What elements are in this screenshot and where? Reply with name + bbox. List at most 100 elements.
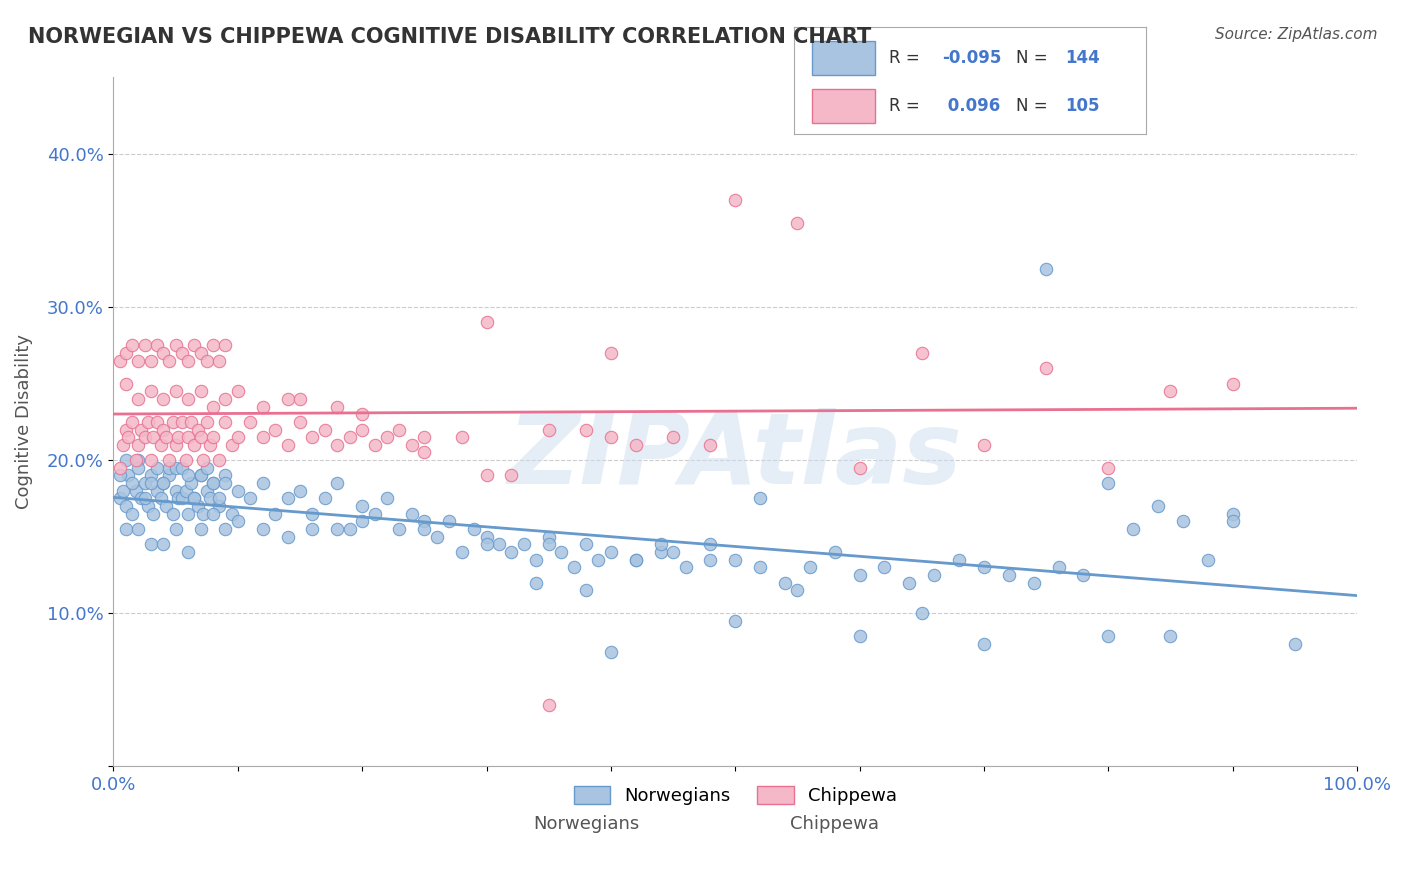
Point <box>848 460 870 475</box>
Point <box>165 384 187 399</box>
Point <box>264 423 287 437</box>
Point <box>208 453 231 467</box>
Point <box>115 522 138 536</box>
Point <box>149 491 172 506</box>
Point <box>226 483 249 498</box>
Point <box>139 476 162 491</box>
Point <box>190 522 212 536</box>
Point <box>183 491 205 506</box>
Point <box>749 560 772 574</box>
Point <box>277 491 299 506</box>
Point <box>898 575 921 590</box>
Point <box>524 575 547 590</box>
Point <box>413 445 436 459</box>
Point <box>195 483 218 498</box>
Point <box>848 568 870 582</box>
Point <box>724 614 747 628</box>
Point <box>388 423 411 437</box>
Point <box>911 606 934 620</box>
Text: N =: N = <box>1015 97 1053 115</box>
Point <box>252 476 274 491</box>
Point <box>177 353 200 368</box>
Point <box>117 468 139 483</box>
Point <box>475 537 498 551</box>
Point <box>562 560 585 574</box>
Point <box>177 430 200 444</box>
Point <box>277 438 299 452</box>
Point <box>195 353 218 368</box>
Point <box>911 346 934 360</box>
Point <box>288 415 311 429</box>
Point <box>191 453 214 467</box>
Point <box>575 583 598 598</box>
Point <box>1022 575 1045 590</box>
Point <box>401 438 423 452</box>
Point <box>401 507 423 521</box>
Point <box>190 468 212 483</box>
Point <box>1171 515 1194 529</box>
Point <box>501 545 523 559</box>
Point <box>208 353 231 368</box>
Point <box>264 507 287 521</box>
Point <box>1197 552 1219 566</box>
Point <box>152 476 174 491</box>
Point <box>183 338 205 352</box>
Point <box>226 384 249 399</box>
Point <box>174 483 197 498</box>
Point <box>1035 261 1057 276</box>
Point <box>650 545 672 559</box>
Point <box>301 430 323 444</box>
Point <box>183 438 205 452</box>
Point <box>127 353 149 368</box>
Point <box>848 629 870 643</box>
Point <box>136 415 159 429</box>
Point <box>326 522 349 536</box>
Point <box>152 423 174 437</box>
Point <box>201 476 224 491</box>
Point <box>134 430 156 444</box>
Point <box>439 515 461 529</box>
Point <box>226 430 249 444</box>
Point <box>1222 515 1244 529</box>
Point <box>1097 460 1119 475</box>
Point <box>152 537 174 551</box>
Point <box>190 468 212 483</box>
Point <box>139 384 162 399</box>
Point <box>201 430 224 444</box>
Point <box>588 552 610 566</box>
Text: NORWEGIAN VS CHIPPEWA COGNITIVE DISABILITY CORRELATION CHART: NORWEGIAN VS CHIPPEWA COGNITIVE DISABILI… <box>28 27 872 46</box>
Point <box>475 530 498 544</box>
Point <box>121 338 143 352</box>
FancyBboxPatch shape <box>813 89 875 123</box>
Point <box>599 644 621 658</box>
Point <box>127 453 149 467</box>
Point <box>214 476 236 491</box>
Point <box>288 392 311 406</box>
Point <box>537 698 560 712</box>
Point <box>177 507 200 521</box>
Point <box>165 438 187 452</box>
Point <box>200 491 222 506</box>
Point <box>162 415 184 429</box>
Point <box>277 392 299 406</box>
Point <box>1047 560 1070 574</box>
Point <box>973 438 995 452</box>
Point <box>152 392 174 406</box>
Point <box>1147 499 1170 513</box>
Point <box>159 453 181 467</box>
Point <box>326 400 349 414</box>
Point <box>537 537 560 551</box>
Point <box>190 430 212 444</box>
Point <box>375 491 398 506</box>
Point <box>873 560 896 574</box>
Point <box>252 522 274 536</box>
Point <box>190 346 212 360</box>
Text: Chippewa: Chippewa <box>790 814 879 832</box>
Point <box>363 507 385 521</box>
Point <box>125 483 148 498</box>
Text: Source: ZipAtlas.com: Source: ZipAtlas.com <box>1215 27 1378 42</box>
Point <box>599 545 621 559</box>
Point <box>537 530 560 544</box>
Point <box>413 522 436 536</box>
Text: R =: R = <box>889 49 925 67</box>
